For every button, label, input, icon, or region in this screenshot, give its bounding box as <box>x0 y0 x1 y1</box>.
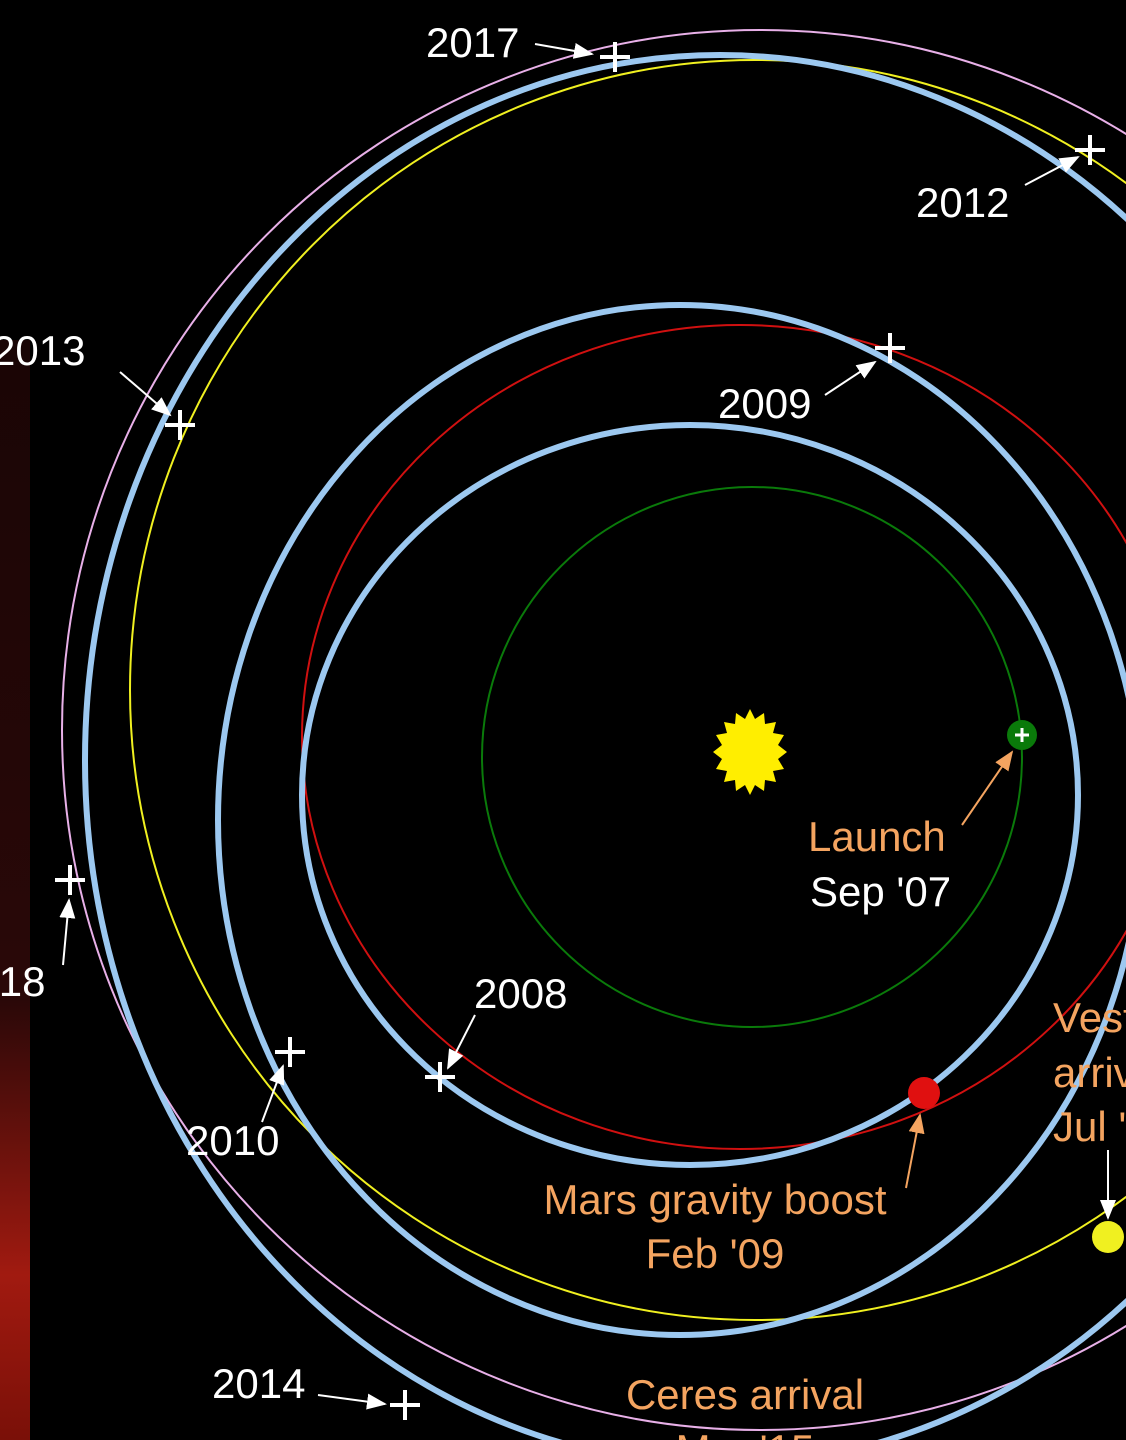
sun-core <box>722 724 778 780</box>
event-label: Vesta <box>1053 994 1126 1041</box>
event-date: Sep '07 <box>810 868 951 915</box>
event-date: Jul '11 <box>1053 1103 1126 1150</box>
event-date: Feb '09 <box>646 1230 785 1277</box>
year-label: 2018 <box>0 958 45 1005</box>
year-label: 2013 <box>0 327 85 374</box>
year-label: 2008 <box>474 970 567 1017</box>
trajectory-diagram: 2017 2012 2013 2009 Launch Sep '07 2018 … <box>0 0 1126 1440</box>
event-label: Launch <box>808 813 946 860</box>
year-label: 2017 <box>426 19 519 66</box>
mars <box>908 1077 940 1109</box>
vesta <box>1092 1221 1124 1253</box>
event-date: Mar '15 <box>676 1426 815 1440</box>
year-label: 2009 <box>718 380 811 427</box>
year-label: 2012 <box>916 179 1009 226</box>
event-label: Mars gravity boost <box>543 1176 886 1223</box>
year-label: 2014 <box>212 1360 305 1407</box>
year-label: 2010 <box>186 1117 279 1164</box>
event-label: arrival <box>1053 1049 1126 1096</box>
event-label: Ceres arrival <box>626 1371 864 1418</box>
background-image-strip <box>0 340 30 1440</box>
